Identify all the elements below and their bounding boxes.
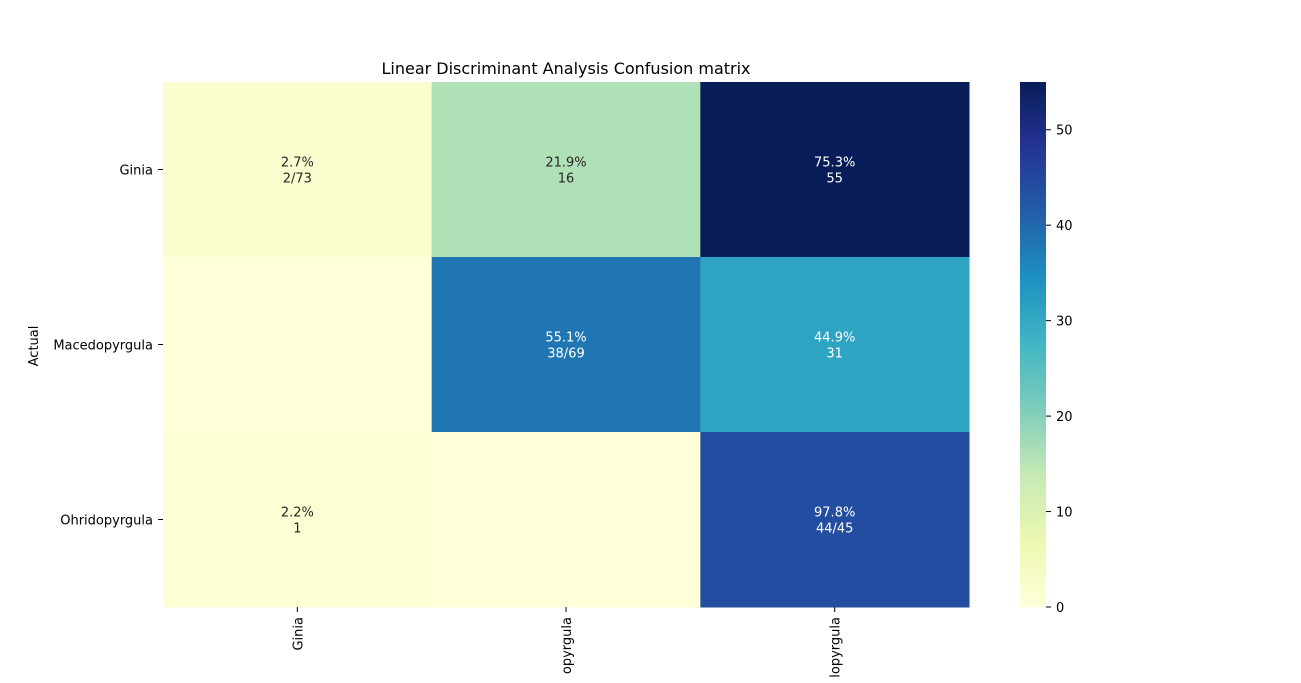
cell-annotation-r0-c1-line2: 16	[558, 172, 575, 187]
colorbar-tick-label-3: 30	[1056, 315, 1073, 330]
heatmap-cell-r1-c0	[163, 257, 433, 433]
cell-annotations: 2.7%2/73 21.9%16 75.3%55 55.1%38/69 44.9%31 2…	[281, 156, 856, 537]
cell-annotation-r0-c2-line1: 75.3%	[814, 156, 855, 171]
colorbar-tick-label-4: 40	[1056, 219, 1073, 234]
cell-annotation-r1-c2-line1: 44.9%	[814, 331, 855, 346]
cell-annotation-r0-c2-line2: 55	[826, 172, 843, 187]
heatmap-cell-r1-c1	[431, 257, 701, 433]
cell-annotation-r1-c1-line1: 55.1%	[545, 331, 586, 346]
heatmap-cell-r2-c1	[431, 432, 701, 608]
heatmap-cell-r0-c1	[431, 82, 701, 258]
colorbar-tick-label-2: 20	[1056, 410, 1073, 425]
heatmap-cell-r2-c0	[163, 432, 433, 608]
y-tick-label-0: Ginia	[119, 164, 153, 179]
heatmap-cell-r2-c2	[700, 432, 970, 608]
y-axis-label: Actual	[27, 326, 42, 367]
cell-annotation-r1-c1-line2: 38/69	[547, 347, 584, 362]
cell-annotation-r2-c0-line2: 1	[293, 522, 301, 537]
chart-title: Linear Discriminant Analysis Confusion m…	[381, 59, 750, 78]
heatmap-cell-r1-c2	[700, 257, 970, 433]
cell-annotation-r2-c2-line2: 44/45	[816, 522, 853, 537]
y-axis-ticks: Ginia Macedopyrgula Ohridopyrgula	[53, 164, 163, 529]
heatmap-cells	[163, 82, 970, 608]
heatmap-cell-r0-c0	[163, 82, 433, 258]
colorbar-tick-label-1: 10	[1056, 506, 1073, 521]
x-tick-label-2: lopyrgula	[829, 617, 844, 678]
x-tick-label-1: opyrgula	[560, 617, 575, 674]
x-axis-ticks: Ginia opyrgula lopyrgula	[291, 607, 844, 678]
cell-annotation-r0-c1-line1: 21.9%	[545, 156, 586, 171]
heatmap-cell-r0-c2	[700, 82, 970, 258]
colorbar-tick-label-0: 0	[1056, 601, 1064, 616]
cell-annotation-r0-c0-line1: 2.7%	[281, 156, 314, 171]
cell-annotation-r2-c0-line1: 2.2%	[281, 506, 314, 521]
colorbar-ticks: 0 10 20 30 40 50	[1046, 124, 1073, 616]
cell-annotation-r1-c2-line2: 31	[826, 347, 843, 362]
cell-annotation-r0-c0-line2: 2/73	[283, 172, 312, 187]
x-tick-label-0: Ginia	[291, 617, 306, 651]
cell-annotation-r2-c2-line1: 97.8%	[814, 506, 855, 521]
y-tick-label-1: Macedopyrgula	[53, 339, 153, 354]
colorbar-tick-label-5: 50	[1056, 124, 1073, 139]
y-tick-label-2: Ohridopyrgula	[60, 514, 153, 529]
colorbar	[1020, 82, 1046, 607]
